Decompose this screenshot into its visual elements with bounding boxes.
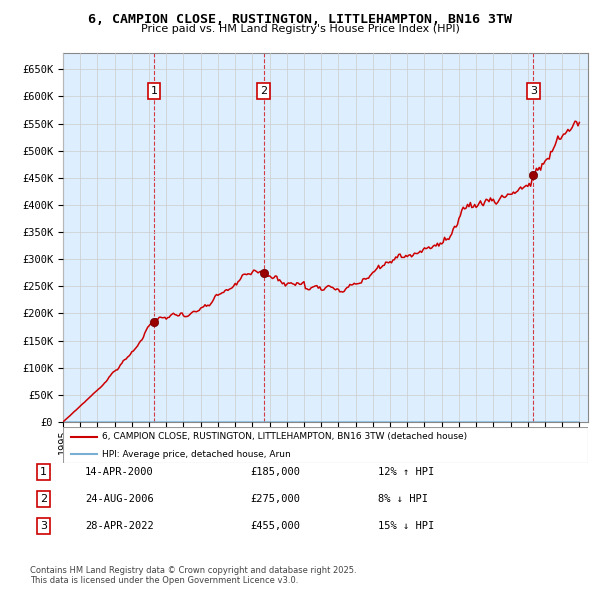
Text: HPI: Average price, detached house, Arun: HPI: Average price, detached house, Arun [103, 450, 291, 458]
Text: 15% ↓ HPI: 15% ↓ HPI [378, 521, 434, 531]
Text: 6, CAMPION CLOSE, RUSTINGTON, LITTLEHAMPTON, BN16 3TW: 6, CAMPION CLOSE, RUSTINGTON, LITTLEHAMP… [88, 13, 512, 26]
Text: 14-APR-2000: 14-APR-2000 [85, 467, 154, 477]
Text: 6, CAMPION CLOSE, RUSTINGTON, LITTLEHAMPTON, BN16 3TW (detached house): 6, CAMPION CLOSE, RUSTINGTON, LITTLEHAMP… [103, 432, 467, 441]
Text: 12% ↑ HPI: 12% ↑ HPI [378, 467, 434, 477]
Text: 1: 1 [151, 86, 158, 96]
Text: 28-APR-2022: 28-APR-2022 [85, 521, 154, 531]
Text: 8% ↓ HPI: 8% ↓ HPI [378, 494, 428, 504]
Text: 3: 3 [530, 86, 537, 96]
Text: 1: 1 [40, 467, 47, 477]
Text: 3: 3 [40, 521, 47, 531]
Text: 2: 2 [40, 494, 47, 504]
Text: 24-AUG-2006: 24-AUG-2006 [85, 494, 154, 504]
Text: £275,000: £275,000 [251, 494, 301, 504]
Text: 2: 2 [260, 86, 267, 96]
Text: Price paid vs. HM Land Registry's House Price Index (HPI): Price paid vs. HM Land Registry's House … [140, 24, 460, 34]
Text: Contains HM Land Registry data © Crown copyright and database right 2025.
This d: Contains HM Land Registry data © Crown c… [30, 566, 356, 585]
Text: £185,000: £185,000 [251, 467, 301, 477]
Text: £455,000: £455,000 [251, 521, 301, 531]
FancyBboxPatch shape [63, 427, 588, 463]
